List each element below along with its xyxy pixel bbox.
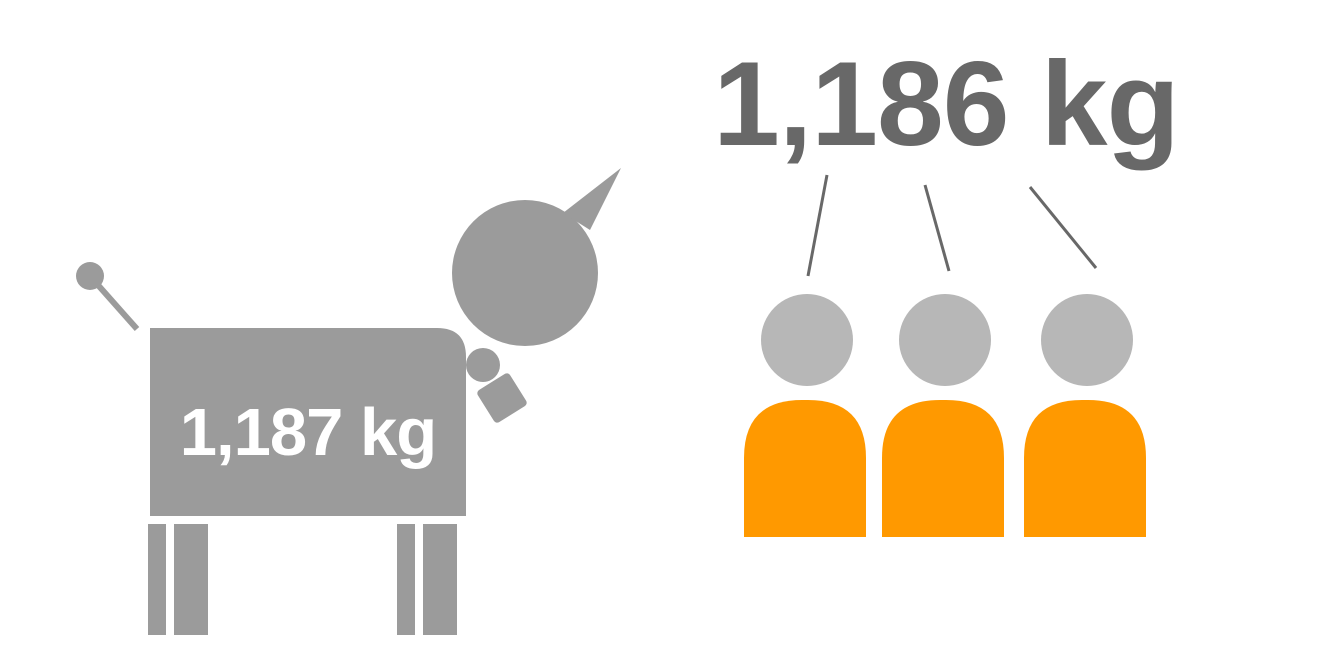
robot-head bbox=[452, 200, 598, 346]
person-body bbox=[744, 400, 866, 537]
robot-leg bbox=[148, 524, 166, 635]
person-head bbox=[899, 294, 991, 386]
robot-weight-label: 1,187 kg bbox=[180, 395, 436, 470]
group-weight-label: 1,186 kg bbox=[713, 37, 1179, 171]
robot-leg bbox=[397, 524, 415, 635]
connector-line bbox=[923, 184, 951, 272]
robot-dog-icon bbox=[76, 168, 621, 635]
person-icon bbox=[744, 294, 866, 537]
robot-tail bbox=[76, 262, 140, 331]
person-body bbox=[1024, 400, 1146, 537]
connector-lines bbox=[806, 174, 1098, 277]
person-head bbox=[1041, 294, 1133, 386]
robot-leg bbox=[174, 524, 208, 635]
connector-line bbox=[1028, 186, 1098, 269]
person-body bbox=[882, 400, 1004, 537]
robot-neck-joint bbox=[466, 348, 500, 382]
robot-head-spike bbox=[563, 168, 621, 230]
robot-leg bbox=[423, 524, 457, 635]
connector-line bbox=[806, 174, 829, 277]
person-head bbox=[761, 294, 853, 386]
person-icon bbox=[1024, 294, 1146, 537]
robot-body bbox=[150, 328, 466, 516]
person-icon bbox=[882, 294, 1004, 537]
robot-jaw bbox=[477, 373, 527, 423]
